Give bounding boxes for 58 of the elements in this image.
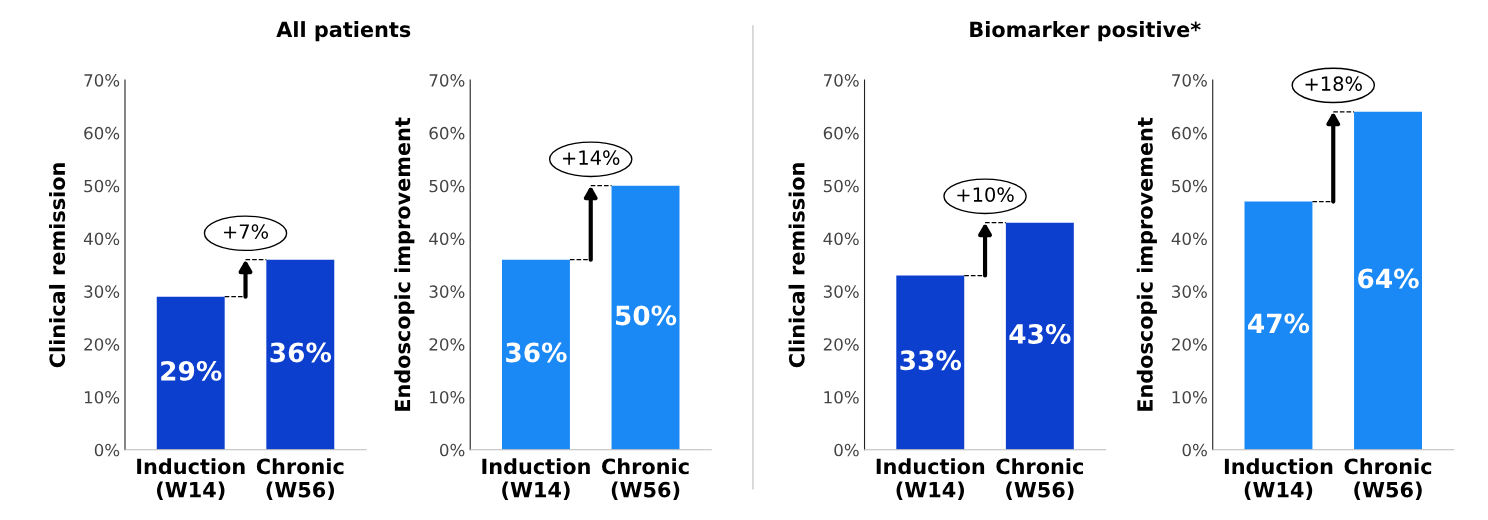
x-tick-label: Chronic (W56) (996, 458, 1083, 501)
data-label: 47% (1248, 313, 1310, 334)
y-tick-label: 40% (429, 232, 465, 246)
y-tick-label: 50% (823, 179, 859, 193)
y-tick-label: 60% (1171, 126, 1207, 140)
y-tick-label: 10% (1172, 390, 1207, 404)
y-tick-label: 40% (823, 232, 859, 246)
annotation: +10% (957, 187, 1014, 202)
annotation: +14% (563, 150, 620, 165)
y-tick-label: 10% (824, 390, 859, 404)
chart-title: Biomarker positive* (970, 21, 1201, 42)
y-tick-label: 50% (84, 179, 120, 193)
y-tick-label: 20% (84, 338, 120, 351)
data-label: 33% (900, 350, 962, 371)
x-tick-label: Induction (W14) (876, 458, 985, 501)
data-label: 50% (615, 305, 677, 326)
y-tick-label: 0% (1182, 443, 1207, 457)
y-tick-label: 20% (823, 338, 859, 351)
x-tick-label: Induction (W14) (482, 458, 590, 501)
y-tick-label: 70% (84, 74, 120, 87)
y-tick-label: 0% (834, 443, 859, 457)
y-tick-label: 30% (84, 285, 120, 298)
y-tick-label: 20% (429, 338, 465, 351)
y-axis-title: Endoscopic improvement (1136, 117, 1157, 411)
y-tick-label: 40% (83, 232, 120, 246)
data-label: 64% (1358, 268, 1419, 289)
y-axis-title: Clinical remission (49, 163, 66, 368)
data-label: 29% (161, 360, 222, 381)
y-tick-label: 70% (823, 74, 859, 87)
x-tick-label: Induction (W14) (137, 458, 245, 501)
y-axis-title: Endoscopic improvement (394, 117, 415, 411)
data-label: 36% (506, 342, 567, 363)
y-tick-label: 70% (1172, 74, 1207, 87)
y-tick-label: 30% (429, 285, 465, 298)
y-tick-label: 10% (430, 390, 465, 404)
x-tick-label: Chronic (W56) (602, 458, 689, 501)
y-tick-label: 60% (429, 126, 465, 140)
x-tick-label: Chronic (W56) (1344, 458, 1432, 501)
y-tick-label: 40% (1171, 232, 1207, 246)
y-tick-label: 0% (440, 443, 465, 457)
y-tick-label: 20% (1172, 338, 1207, 351)
y-tick-label: 30% (823, 285, 859, 298)
y-tick-label: 30% (1172, 285, 1207, 298)
y-tick-label: 60% (823, 126, 859, 140)
y-axis-title: Clinical remission (788, 163, 805, 368)
data-label: 43% (1009, 323, 1071, 344)
y-tick-label: 70% (429, 74, 465, 87)
x-tick-label: Chronic (W56) (256, 458, 344, 501)
data-label: 36% (270, 342, 332, 363)
y-tick-label: 50% (1172, 179, 1207, 193)
y-tick-label: 10% (84, 390, 120, 404)
chart-title: All patients (276, 21, 411, 42)
y-tick-label: 60% (84, 126, 120, 140)
y-tick-label: 0% (94, 443, 120, 457)
annotation: +18% (1305, 76, 1362, 91)
x-tick-label: Induction (W14) (1224, 458, 1333, 501)
y-tick-label: 50% (429, 179, 465, 193)
annotation: +7% (224, 224, 269, 239)
